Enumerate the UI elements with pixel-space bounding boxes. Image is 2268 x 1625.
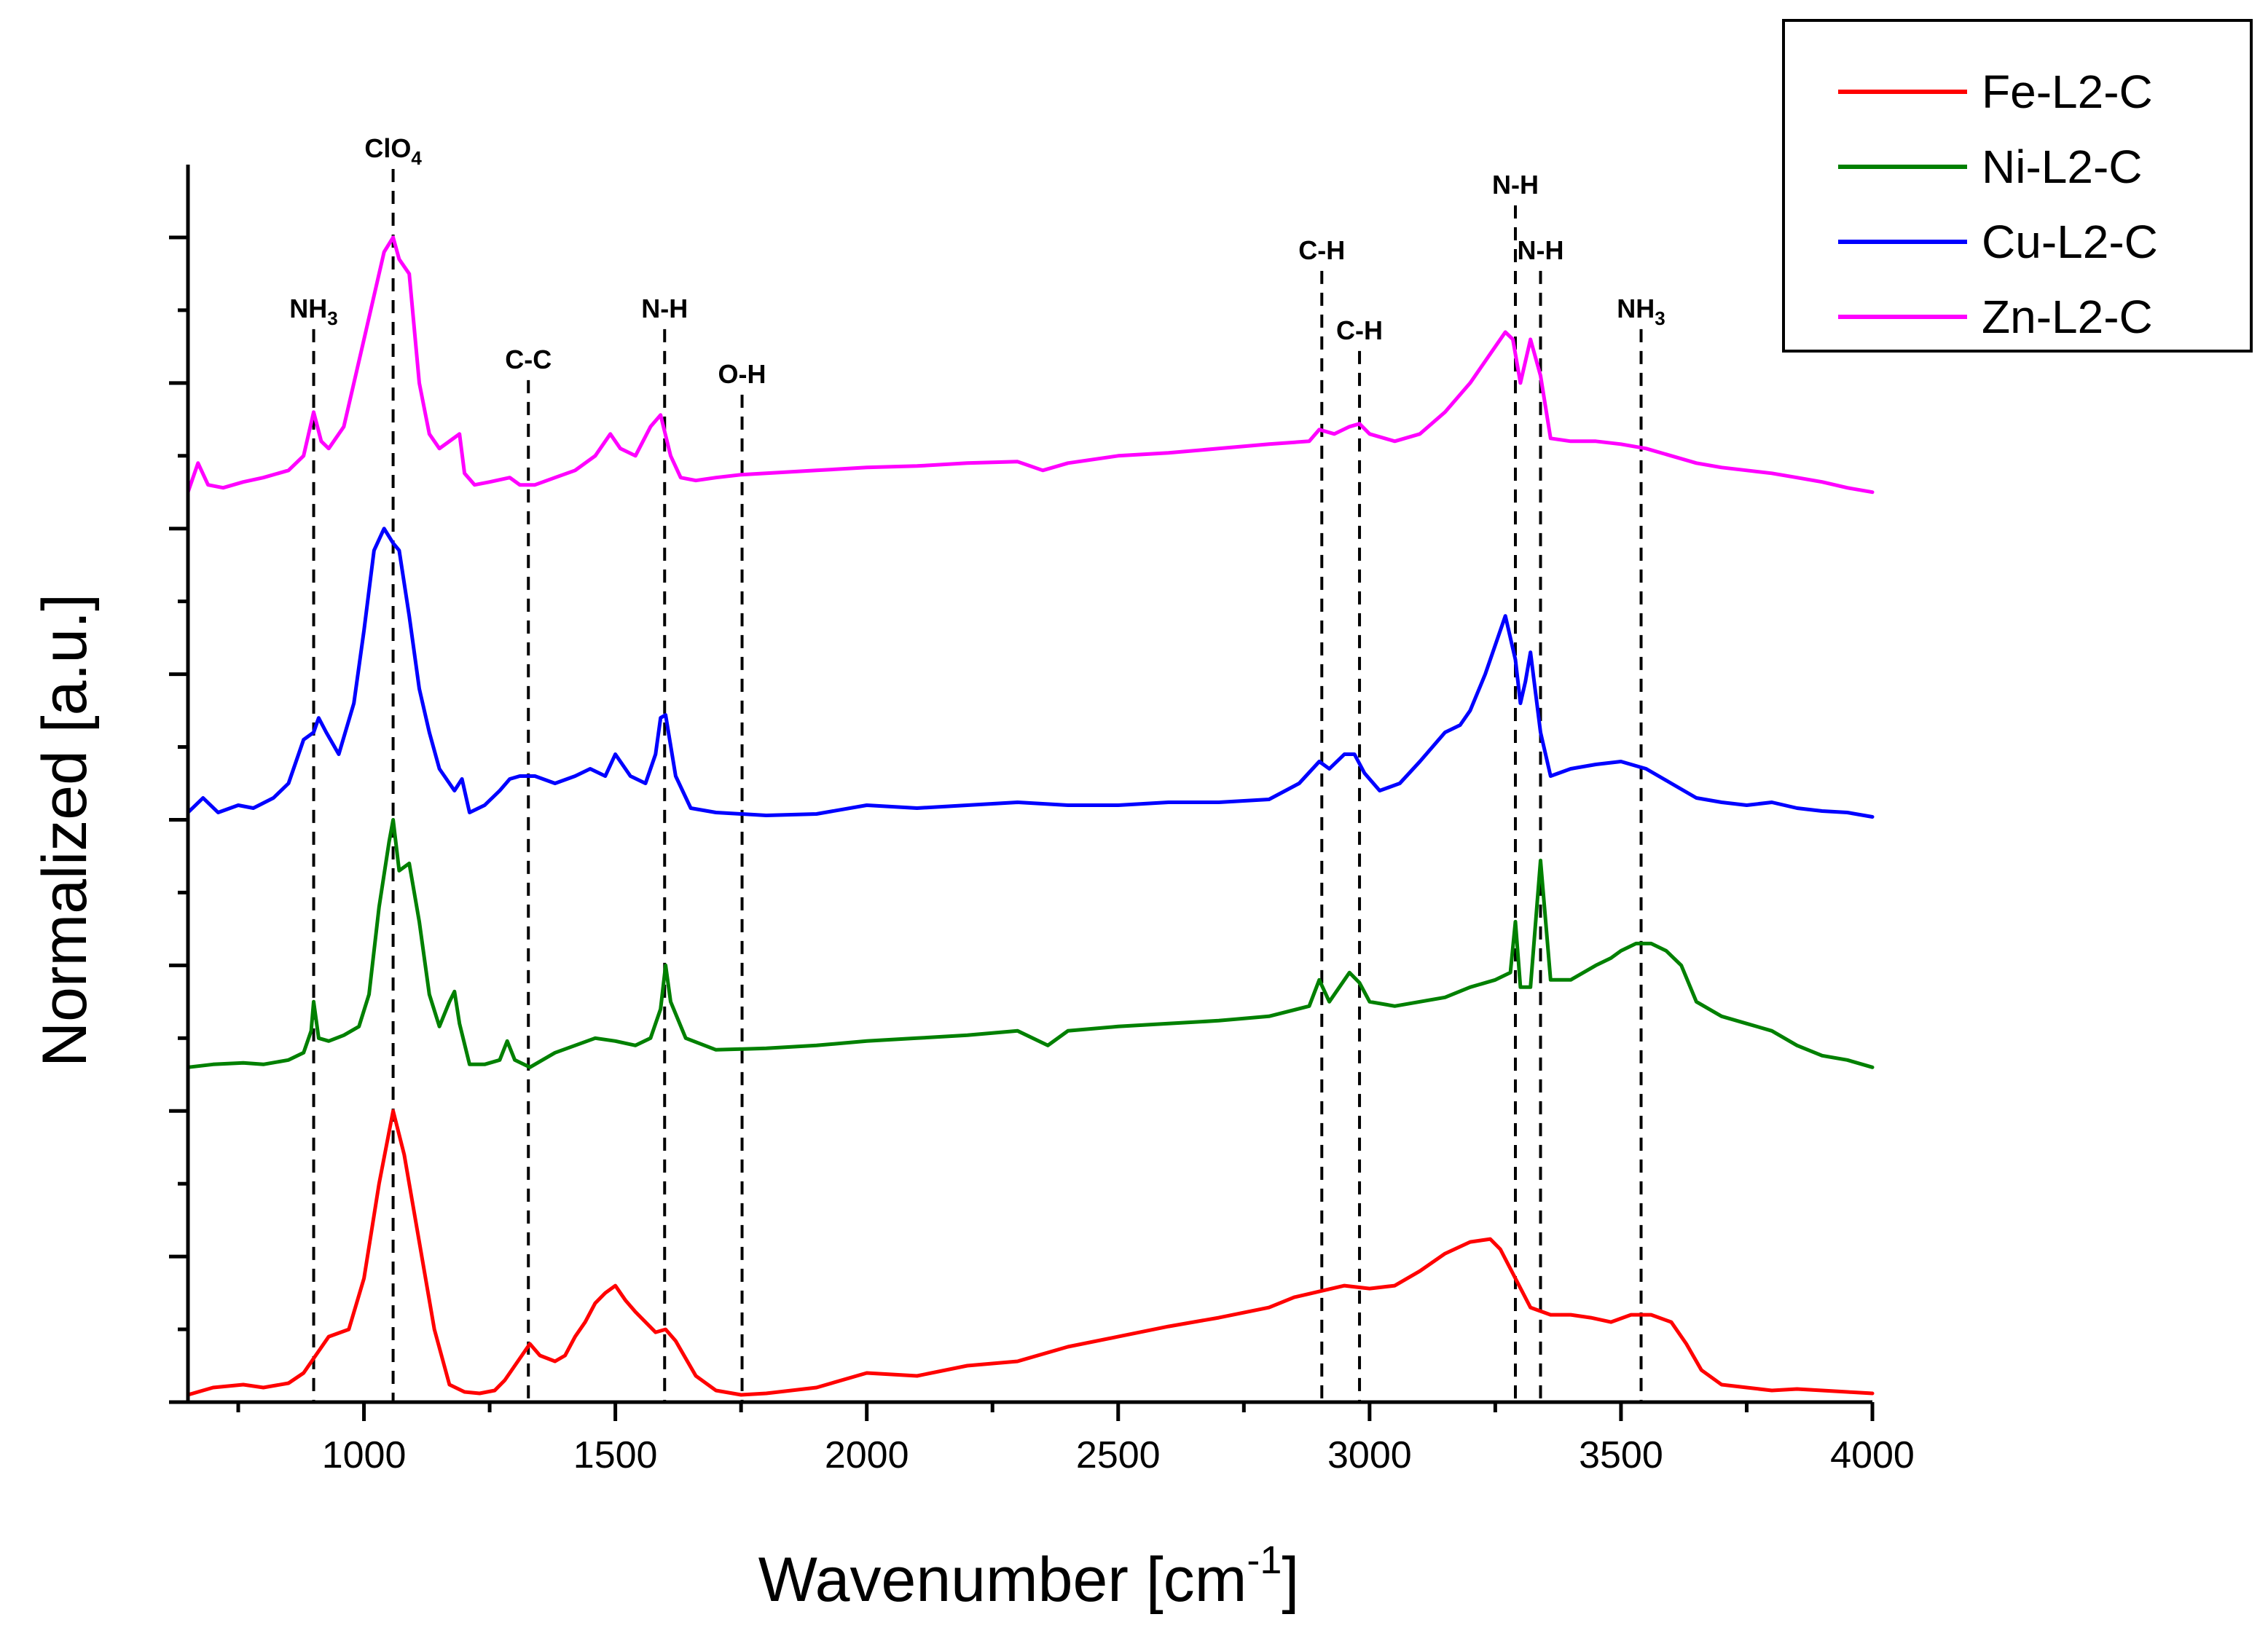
series-line-ni-l2-c (186, 818, 1875, 1069)
annotation-label: O-H (718, 359, 766, 389)
annotation-label: N-H (1518, 235, 1564, 265)
x-axis-title: Wavenumber [cm-1] (758, 1538, 1300, 1615)
x-tick-label: 2500 (1076, 1434, 1161, 1476)
series-line-fe-l2-c (186, 1109, 1875, 1397)
x-tick-label: 1000 (322, 1434, 407, 1476)
x-tick-label: 2000 (825, 1434, 909, 1476)
series-line-zn-l2-c (186, 235, 1875, 495)
annotation-label: C-H (1298, 235, 1345, 265)
legend-label: Cu-L2-C (1982, 216, 2158, 268)
x-tick-label: 3500 (1579, 1434, 1663, 1476)
x-tick-label: 4000 (1830, 1434, 1915, 1476)
series-layer (186, 235, 1875, 1397)
legend-label: Fe-L2-C (1982, 66, 2153, 118)
y-axis-title: Normalized [a.u.] (30, 594, 100, 1067)
series-line-cu-l2-c (186, 527, 1875, 819)
x-tick-label: 1500 (573, 1434, 658, 1476)
axes: 1000 1500 2000 2500 3000 3500 4000 (169, 165, 1915, 1476)
legend: Fe-L2-C Ni-L2-C Cu-L2-C Zn-L2-C (1782, 19, 2253, 353)
annotation-label: NH3 (1617, 294, 1665, 329)
annotation-label: C-H (1336, 315, 1383, 345)
annotation-label: C-C (505, 345, 552, 374)
annotation-label: NH3 (289, 294, 337, 329)
annotation-label: N-H (1492, 170, 1539, 200)
legend-label: Zn-L2-C (1982, 291, 2153, 343)
band-annotations: NH3 ClO4 C-C N-H O-H C-H C-H N-H N-H NH3 (289, 133, 1665, 1402)
legend-label: Ni-L2-C (1982, 141, 2142, 193)
legend-box (1782, 19, 2253, 353)
x-tick-label: 3000 (1327, 1434, 1412, 1476)
annotation-label: N-H (641, 294, 688, 323)
annotation-label: ClO4 (364, 133, 422, 169)
